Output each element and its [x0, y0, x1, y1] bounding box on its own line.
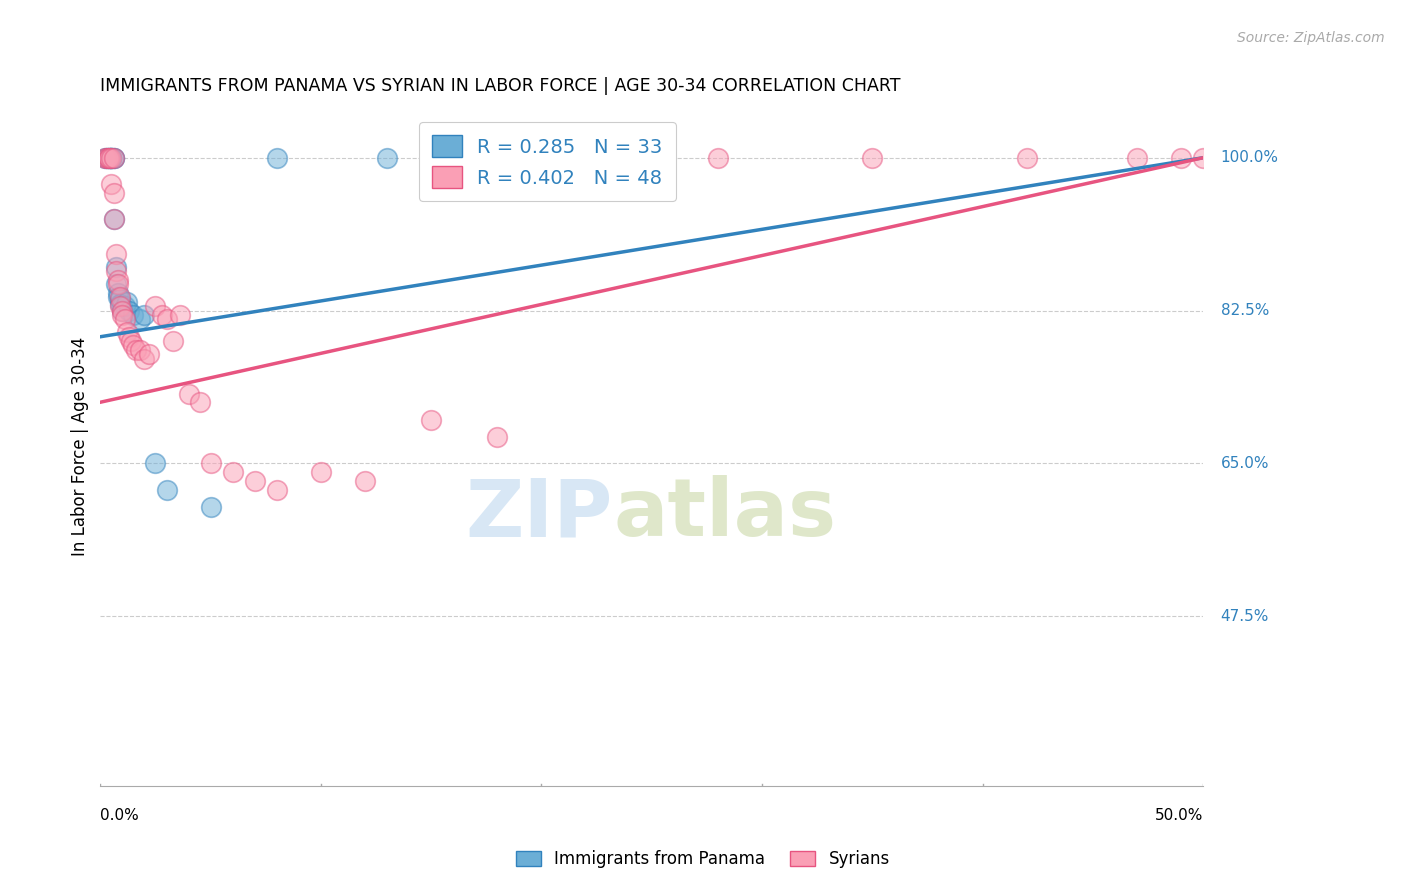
Point: [145, 299, 167, 313]
Point: [375, 151, 398, 165]
Point: [200, 456, 222, 470]
Point: [129, 312, 152, 326]
Point: [177, 386, 200, 401]
Point: [1015, 151, 1038, 165]
Point: [103, 211, 125, 226]
Point: [420, 413, 443, 427]
Point: [96, 151, 118, 165]
Point: [169, 308, 191, 322]
Point: [266, 483, 288, 497]
Point: [103, 151, 125, 165]
Point: [155, 483, 177, 497]
Point: [122, 338, 145, 352]
Point: [138, 347, 160, 361]
Point: [111, 299, 134, 313]
Text: IMMIGRANTS FROM PANAMA VS SYRIAN IN LABOR FORCE | AGE 30-34 CORRELATION CHART: IMMIGRANTS FROM PANAMA VS SYRIAN IN LABO…: [100, 78, 901, 95]
Text: atlas: atlas: [613, 475, 837, 553]
Text: ZIP: ZIP: [465, 475, 613, 553]
Point: [108, 290, 131, 304]
Point: [188, 395, 211, 409]
Legend: R = 0.285   N = 33, R = 0.402   N = 48: R = 0.285 N = 33, R = 0.402 N = 48: [419, 122, 676, 202]
Text: 0.0%: 0.0%: [100, 808, 139, 823]
Text: 100.0%: 100.0%: [1220, 150, 1278, 165]
Point: [104, 247, 127, 261]
Point: [145, 456, 167, 470]
Point: [107, 277, 129, 292]
Point: [98, 151, 121, 165]
Point: [94, 151, 117, 165]
Text: Source: ZipAtlas.com: Source: ZipAtlas.com: [1237, 31, 1385, 45]
Point: [118, 303, 141, 318]
Point: [115, 294, 138, 309]
Point: [108, 297, 131, 311]
Point: [103, 211, 125, 226]
Point: [108, 299, 131, 313]
Point: [100, 177, 122, 191]
Point: [1170, 151, 1192, 165]
Point: [162, 334, 184, 348]
Point: [115, 326, 138, 340]
Point: [486, 430, 509, 444]
Point: [100, 151, 122, 165]
Point: [221, 465, 243, 479]
Point: [124, 343, 146, 357]
Text: 82.5%: 82.5%: [1220, 303, 1270, 318]
Point: [111, 303, 134, 318]
Point: [98, 151, 121, 165]
Point: [100, 151, 122, 165]
Point: [266, 151, 288, 165]
Point: [111, 303, 134, 318]
Point: [129, 343, 152, 357]
Point: [96, 151, 118, 165]
Point: [707, 151, 730, 165]
Point: [118, 330, 141, 344]
Point: [122, 308, 145, 322]
Point: [860, 151, 883, 165]
Point: [100, 151, 122, 165]
Point: [150, 308, 173, 322]
Legend: Immigrants from Panama, Syrians: Immigrants from Panama, Syrians: [509, 844, 897, 875]
Point: [1192, 151, 1215, 165]
Point: [111, 308, 134, 322]
Point: [107, 286, 129, 301]
Point: [354, 474, 377, 488]
Point: [107, 273, 129, 287]
Text: 50.0%: 50.0%: [1154, 808, 1204, 823]
Point: [134, 308, 156, 322]
Point: [641, 151, 664, 165]
Point: [114, 312, 136, 326]
Text: 65.0%: 65.0%: [1220, 456, 1270, 471]
Point: [94, 151, 117, 165]
Point: [243, 474, 266, 488]
Point: [103, 151, 125, 165]
Point: [103, 151, 125, 165]
Point: [120, 334, 142, 348]
Point: [155, 312, 177, 326]
Point: [96, 151, 118, 165]
Point: [104, 264, 127, 278]
Point: [104, 260, 127, 274]
Point: [309, 465, 332, 479]
Point: [103, 186, 125, 200]
Point: [98, 151, 121, 165]
Point: [134, 351, 156, 366]
Point: [100, 151, 122, 165]
Y-axis label: In Labor Force | Age 30-34: In Labor Force | Age 30-34: [72, 336, 89, 556]
Point: [1126, 151, 1149, 165]
Point: [100, 151, 122, 165]
Point: [104, 277, 127, 292]
Point: [108, 292, 131, 306]
Point: [574, 151, 596, 165]
Point: [200, 500, 222, 514]
Point: [98, 151, 121, 165]
Point: [100, 151, 122, 165]
Text: 47.5%: 47.5%: [1220, 608, 1270, 624]
Point: [107, 290, 129, 304]
Point: [114, 299, 136, 313]
